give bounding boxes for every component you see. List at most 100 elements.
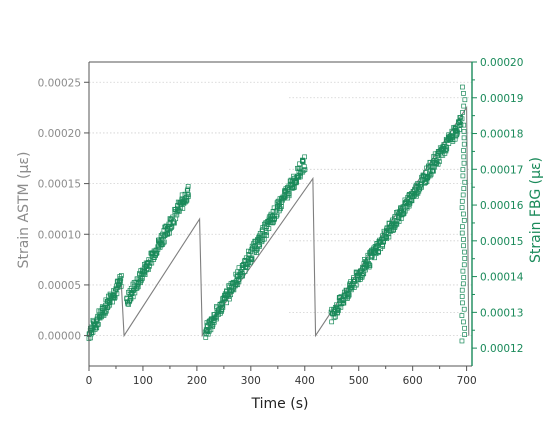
fbg-point	[301, 164, 307, 169]
fbg-point	[367, 262, 372, 268]
fbg-point	[461, 141, 467, 147]
fbg-point	[205, 328, 211, 334]
fbg-point	[381, 228, 387, 234]
fbg-point	[175, 208, 181, 214]
fbg-point	[365, 257, 370, 263]
fbg-point	[336, 308, 341, 313]
fbg-point	[206, 328, 212, 334]
fbg-point	[461, 186, 467, 191]
fbg-point	[396, 215, 402, 220]
fbg-point	[335, 310, 340, 316]
fbg-point	[205, 331, 211, 337]
fbg-point	[461, 211, 466, 217]
fbg-point	[160, 240, 166, 246]
fbg-point	[337, 295, 342, 300]
astm-series	[88, 105, 470, 338]
fbg-point	[230, 286, 236, 292]
fbg-point	[435, 161, 441, 167]
astm-line	[88, 105, 470, 338]
x-tick-label-1: 100	[133, 375, 153, 387]
fbg-point	[142, 272, 148, 277]
fbg-point	[293, 179, 299, 185]
fbg-point	[410, 194, 416, 200]
fbg-point	[97, 315, 103, 321]
fbg-point	[461, 148, 466, 153]
fbg-point	[346, 292, 352, 298]
fbg-point	[263, 230, 269, 235]
fbg-point	[452, 136, 458, 142]
fbg-point	[461, 103, 467, 109]
fbg-point	[127, 299, 132, 305]
x-tick-label-2: 200	[187, 375, 207, 387]
fbg-point	[461, 154, 467, 160]
fbg-point	[185, 183, 191, 189]
fbg-point	[252, 239, 258, 245]
fbg-point	[224, 300, 229, 306]
fbg-point	[341, 300, 347, 306]
tick-labels: 0 100 200 300 400 500 600 700 0.00000 0.00005 0.00…	[38, 57, 524, 387]
fbg-point	[401, 211, 407, 216]
right-tick-label-2: 0.00014	[480, 272, 524, 284]
fbg-point	[460, 300, 465, 306]
fbg-point	[264, 233, 269, 238]
fbg-point	[94, 325, 100, 331]
fbg-point	[459, 294, 465, 299]
fbg-point	[458, 115, 463, 120]
fbg-point	[461, 262, 467, 268]
fbg-point	[419, 184, 424, 190]
x-tick-label-5: 500	[349, 375, 369, 387]
fbg-point	[386, 234, 392, 240]
fbg-point	[373, 250, 378, 256]
fbg-point	[161, 239, 167, 245]
fbg-point	[406, 203, 412, 209]
fbg-point	[461, 243, 466, 249]
fbg-point	[180, 206, 186, 211]
right-tick-label-6: 0.00018	[480, 129, 523, 141]
fbg-point	[368, 254, 374, 260]
fbg-point	[236, 277, 242, 282]
fbg-point	[118, 278, 123, 284]
fbg-point	[114, 291, 120, 297]
fbg-point	[444, 146, 450, 152]
fbg-point	[246, 252, 252, 257]
axes	[84, 61, 477, 371]
fbg-point	[118, 283, 124, 289]
fbg-point	[291, 185, 296, 191]
fbg-point	[418, 183, 424, 189]
fbg-point	[458, 121, 463, 127]
x-tick-label-4: 400	[295, 375, 315, 387]
right-tick-label-7: 0.00019	[480, 93, 523, 105]
right-tick-label-8: 0.00020	[480, 57, 523, 69]
fbg-point	[442, 151, 448, 156]
x-tick-label-7: 700	[457, 375, 477, 387]
fbg-point	[460, 281, 466, 287]
left-tick-label-4: 0.00020	[38, 128, 81, 140]
fbg-point	[300, 159, 306, 164]
x-tick-label-6: 600	[403, 375, 423, 387]
fbg-point	[367, 263, 373, 269]
x-axis-label: Time (s)	[251, 396, 309, 412]
fbg-point	[459, 116, 465, 122]
fbg-point	[459, 230, 465, 236]
fbg-point	[460, 268, 466, 274]
fbg-point	[441, 142, 447, 147]
fbg-point	[244, 265, 250, 270]
fbg-point	[140, 276, 145, 281]
right-tick-label-3: 0.00015	[480, 236, 523, 248]
fbg-point	[119, 273, 124, 278]
fbg-point	[459, 287, 465, 293]
right-tick-label-1: 0.00013	[480, 307, 523, 319]
fbg-point	[146, 266, 152, 272]
left-tick-label-1: 0.00005	[38, 280, 81, 292]
fbg-point	[107, 300, 112, 306]
fbg-point	[461, 91, 466, 96]
fbg-point	[203, 335, 209, 340]
fbg-point	[273, 213, 279, 219]
fbg-point	[169, 225, 174, 230]
fbg-point	[107, 302, 113, 308]
fbg-point	[89, 330, 95, 336]
x-tick-label-3: 300	[241, 375, 261, 387]
fbg-point	[134, 285, 140, 291]
left-y-axis-label: Strain ASTM (µε)	[16, 152, 32, 269]
